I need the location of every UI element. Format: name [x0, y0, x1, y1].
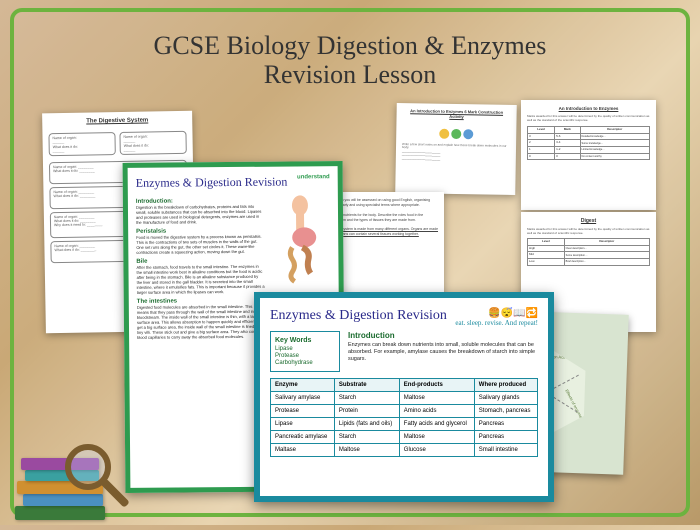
table-row: LipaseLipids (fats and oils)Fatty acids … [271, 418, 538, 431]
emoji-icons: 🍔😴📖🔁 [455, 308, 538, 319]
enzyme-dot-icon [451, 129, 461, 139]
ws1-box: Name of organ:______What does it do:____… [119, 131, 186, 155]
kw-item: Carbohydrase [275, 360, 335, 366]
worksheet-enzyme-intro-activity: An Introduction to Enzymes 6 Mark Constr… [395, 103, 517, 195]
enzyme-dot-icon [439, 128, 449, 138]
ws2-heading: An Introduction to Enzymes 6 Mark Constr… [403, 109, 511, 120]
th: Where produced [474, 379, 537, 392]
green-sec2-b: Food is moved the digestive system by a … [136, 234, 264, 255]
worksheet-enzyme-intro-table: An Introduction to Enzymes Marks awarded… [521, 100, 656, 210]
ws1-box: Name of organ:______What does it do:____… [48, 132, 115, 156]
kw-item: Protease [275, 353, 335, 359]
keywords-box: Key Words Lipase Protease Carbohydrase [270, 331, 340, 372]
kw-item: Lipase [275, 346, 335, 352]
ws4-heading: Digest [527, 218, 650, 224]
books-decoration-icon [0, 410, 155, 530]
title-line-1: GCSE Biology Digestion & Enzymes [44, 32, 656, 61]
table-row: Pancreatic amylaseStarchMaltosePancreas [271, 431, 538, 444]
brand-tag: understand [297, 174, 330, 180]
title-line-2: Revision Lesson [44, 61, 656, 90]
green-sec4-b: Digested food molecules are absorbed in … [137, 304, 265, 340]
teal-card-title: Enzymes & Digestion Revision [270, 308, 447, 324]
teal-tagline: eat. sleep. revise. And repeat! [455, 319, 538, 327]
worksheet1-heading: The Digestive System [48, 117, 186, 127]
table-row: Salivary amylaseStarchMaltoseSalivary gl… [271, 392, 538, 405]
th: Enzyme [271, 379, 335, 392]
table-row: ProteaseProteinAmino acidsStomach, pancr… [271, 405, 538, 418]
ws3-heading: An Introduction to Enzymes [527, 106, 650, 111]
th: End-products [399, 379, 474, 392]
revision-card-teal: Enzymes & Digestion Revision 🍔😴📖🔁 eat. s… [254, 292, 554, 502]
table-row: MaltaseMaltoseGlucoseSmall intestine [271, 444, 538, 457]
teal-intro-b: Enzymes can break down nutrients into sm… [348, 342, 538, 363]
teal-intro-h: Introduction [348, 331, 538, 340]
green-sec1-b: Digestion is the breakdown of carbohydra… [136, 204, 264, 225]
kw-heading: Key Words [275, 337, 335, 344]
green-card-title: Enzymes & Digestion Revision [136, 175, 288, 191]
th: Substrate [334, 379, 399, 392]
cover-title: GCSE Biology Digestion & Enzymes Revisio… [44, 32, 656, 89]
enzyme-dot-icon [463, 129, 473, 139]
teal-intro: Introduction Enzymes can break down nutr… [348, 331, 538, 372]
table-header-row: Enzyme Substrate End-products Where prod… [271, 379, 538, 392]
green-sec3-b: After the stomach, food travels to the s… [136, 264, 264, 295]
enzyme-table: Enzyme Substrate End-products Where prod… [270, 378, 538, 457]
magnifier-icon [65, 444, 111, 490]
